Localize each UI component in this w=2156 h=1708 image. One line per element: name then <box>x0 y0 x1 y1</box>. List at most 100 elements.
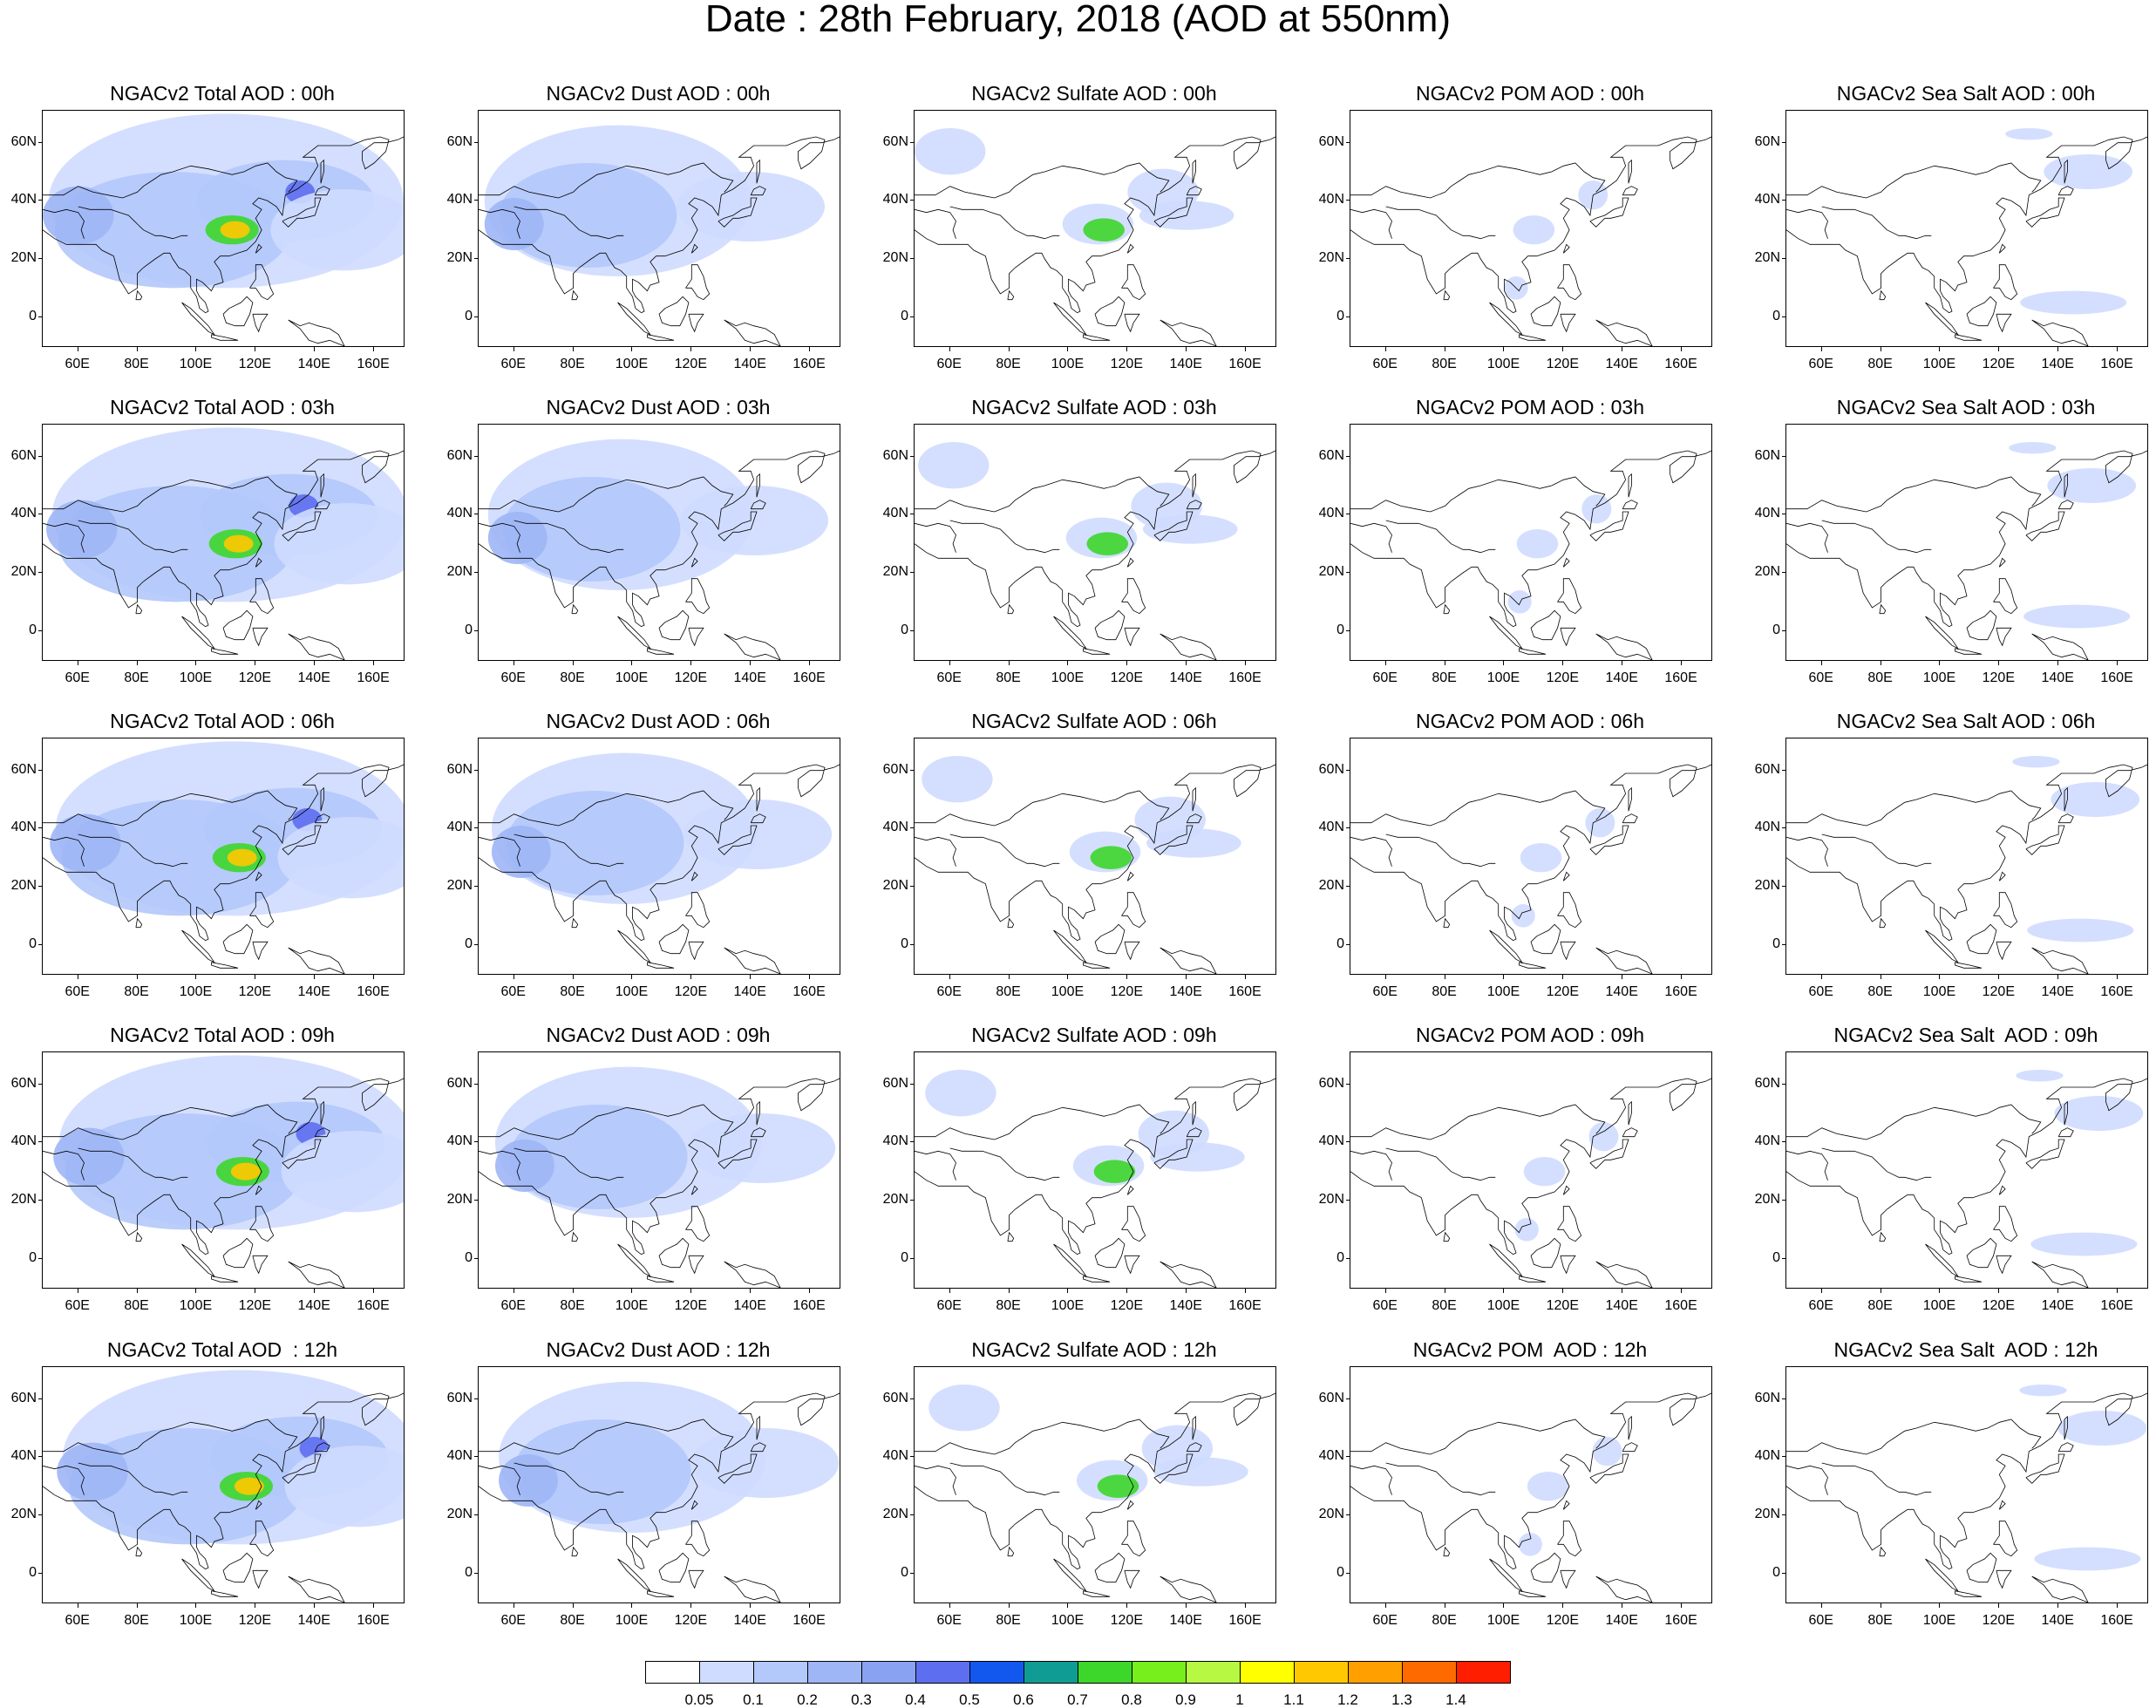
lat-tick-label: 0 <box>1336 622 1344 637</box>
lon-tick-mark <box>2117 1289 2119 1293</box>
lat-tick-mark <box>1346 258 1350 259</box>
lat-tick-label: 20N <box>1754 250 1780 265</box>
coastline <box>1126 1500 1134 1510</box>
coastline <box>571 603 579 615</box>
lat-tick-label: 40N <box>882 820 908 835</box>
lat-tick-mark <box>38 769 42 771</box>
coastline <box>222 609 254 641</box>
lon-tick-label: 140E <box>733 1613 766 1628</box>
coastline <box>1082 962 1111 969</box>
coastline <box>181 302 215 336</box>
coastline <box>1192 786 1196 812</box>
lon-tick-mark <box>1245 661 1247 665</box>
lat-tick-label: 20N <box>882 878 908 893</box>
coastline <box>43 450 404 628</box>
coastline <box>1589 1453 1629 1484</box>
lon-tick-label: 80E <box>124 357 149 371</box>
coastline <box>513 206 624 240</box>
coastline <box>915 836 956 867</box>
aod-region <box>499 163 677 268</box>
lon-tick-mark <box>373 347 375 351</box>
coastline <box>249 892 275 929</box>
lon-tick-label: 100E <box>1922 1613 1956 1628</box>
aod-map-panel <box>478 424 840 661</box>
coastline <box>1153 1139 1194 1169</box>
aod-map-panel <box>478 738 840 975</box>
lon-tick-label: 120E <box>674 670 707 685</box>
coastline <box>2064 159 2068 184</box>
coastline <box>1350 136 1711 314</box>
coastline <box>1925 929 1959 963</box>
lon-tick-label: 80E <box>996 984 1021 999</box>
lon-tick-label: 160E <box>357 1298 390 1313</box>
panel-title: NGACv2 Total AOD : 00h <box>110 82 335 105</box>
aod-region <box>1520 843 1562 873</box>
lat-tick-label: 40N <box>882 192 908 208</box>
coastline <box>1879 917 1887 929</box>
lon-tick-label: 160E <box>1664 670 1697 685</box>
lat-tick-mark <box>1782 1456 1785 1458</box>
lon-tick-mark <box>195 1289 197 1293</box>
lon-tick-label: 120E <box>1110 357 1143 371</box>
panel-title: NGACv2 Sea Salt AOD : 09h <box>1833 1024 2098 1046</box>
lon-tick-label: 120E <box>1982 1613 2015 1628</box>
panel-title: NGACv2 Sulfate AOD : 06h <box>971 710 1217 732</box>
coastline <box>1153 825 1194 855</box>
coastline <box>181 1558 215 1592</box>
panel-title: NGACv2 Sulfate AOD : 12h <box>971 1338 1217 1361</box>
lat-tick-mark <box>1782 827 1785 829</box>
lon-tick-mark <box>2117 975 2119 979</box>
coastline <box>617 616 651 650</box>
lon-tick-mark <box>1939 347 1941 351</box>
coastline <box>1153 197 1194 228</box>
lat-tick-label: 40N <box>1754 506 1780 521</box>
coastline <box>255 243 262 254</box>
coastline <box>915 1465 956 1495</box>
lat-tick-label: 60N <box>1754 1075 1780 1091</box>
lat-tick-label: 0 <box>29 308 37 323</box>
lon-tick-mark <box>631 347 633 351</box>
coastline <box>1489 1558 1523 1592</box>
lat-tick-mark <box>1782 629 1785 631</box>
lat-tick-label: 20N <box>10 878 37 893</box>
lon-tick-mark <box>949 1603 950 1608</box>
lat-tick-label: 20N <box>882 1507 908 1521</box>
aod-region <box>1511 904 1535 928</box>
lon-tick-label: 100E <box>615 1298 649 1313</box>
lon-tick-mark <box>1245 975 1247 979</box>
lon-tick-label: 120E <box>238 670 271 685</box>
lon-tick-mark <box>195 347 197 351</box>
lon-tick-label: 60E <box>500 670 526 685</box>
lat-tick-mark <box>1782 1572 1785 1574</box>
coastline <box>1160 1575 1217 1603</box>
lat-tick-label: 0 <box>1772 1249 1780 1265</box>
coastline <box>1192 1100 1196 1126</box>
lat-tick-label: 60N <box>10 1390 37 1405</box>
lat-tick-label: 0 <box>29 1249 37 1265</box>
coastline <box>688 627 704 647</box>
colorbar-swatch <box>1132 1661 1187 1684</box>
lon-tick-label: 80E <box>560 670 585 685</box>
coastline <box>1966 1237 1997 1269</box>
coastline <box>1786 1150 1828 1181</box>
colorbar-swatch <box>753 1661 808 1684</box>
lon-tick-mark <box>1562 975 1564 979</box>
coastline <box>690 871 698 881</box>
aod-region <box>2009 442 2057 454</box>
coastline <box>1192 1415 1196 1440</box>
coastline <box>1053 616 1087 650</box>
lat-tick-mark <box>1346 572 1350 573</box>
coastline <box>1622 500 1638 510</box>
lat-tick-mark <box>1782 1141 1785 1143</box>
coastline <box>1557 1206 1582 1242</box>
coastline <box>617 302 651 336</box>
lon-tick-label: 140E <box>297 984 330 999</box>
aod-region <box>2054 1096 2144 1131</box>
aod-region <box>2020 290 2127 315</box>
coastline <box>1786 136 2147 314</box>
lon-tick-mark <box>1384 975 1386 979</box>
aod-field <box>915 756 1275 974</box>
coastline <box>1966 923 1997 955</box>
lat-tick-label: 0 <box>1772 308 1780 323</box>
coastline <box>2025 511 2065 541</box>
